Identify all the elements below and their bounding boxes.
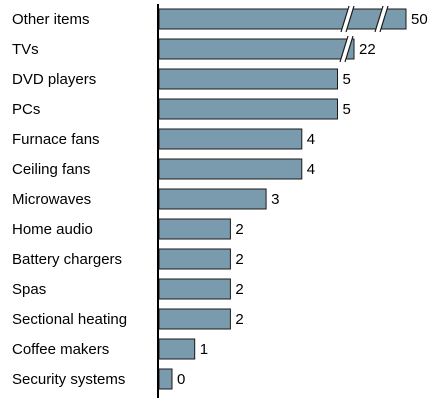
category-label-sectional-heating: Sectional heating <box>12 311 127 328</box>
axis-break-mark <box>345 5 355 33</box>
axis-break-mark <box>374 5 384 33</box>
bar-furnace-fans <box>158 128 303 150</box>
bar-sectional-heating <box>158 308 231 330</box>
value-label-dvd-players: 5 <box>343 71 351 88</box>
category-label-microwaves: Microwaves <box>12 191 91 208</box>
value-label-tvs: 22 <box>359 41 376 58</box>
value-label-battery-chargers: 2 <box>235 251 243 268</box>
axis-break-gap <box>340 36 353 62</box>
axis-break-mark <box>339 35 349 63</box>
bar-security-systems <box>158 368 173 390</box>
category-label-pcs: PCs <box>12 101 40 118</box>
value-label-coffee-makers: 1 <box>200 341 208 358</box>
value-label-pcs: 5 <box>343 101 351 118</box>
axis-break-mark <box>340 5 350 33</box>
category-label-home-audio: Home audio <box>12 221 93 238</box>
category-label-tvs: TVs <box>12 41 39 58</box>
value-label-microwaves: 3 <box>271 191 279 208</box>
bar-spas <box>158 278 231 300</box>
value-label-other-items: 50 <box>411 11 428 28</box>
bar-coffee-makers <box>158 338 196 360</box>
category-label-furnace-fans: Furnace fans <box>12 131 100 148</box>
axis-break-mark <box>379 5 389 33</box>
category-label-coffee-makers: Coffee makers <box>12 341 109 358</box>
category-label-spas: Spas <box>12 281 46 298</box>
bar-battery-chargers <box>158 248 231 270</box>
bar-pcs <box>158 98 338 120</box>
bar-other-items <box>158 8 407 30</box>
category-label-dvd-players: DVD players <box>12 71 96 88</box>
bar-microwaves <box>158 188 267 210</box>
category-label-battery-chargers: Battery chargers <box>12 251 122 268</box>
bar-ceiling-fans <box>158 158 303 180</box>
axis-break-mark <box>344 35 354 63</box>
bar-tvs <box>158 38 355 60</box>
value-label-home-audio: 2 <box>235 221 243 238</box>
category-label-security-systems: Security systems <box>12 371 125 388</box>
bar-home-audio <box>158 218 231 240</box>
value-label-security-systems: 0 <box>177 371 185 388</box>
category-label-other-items: Other items <box>12 11 90 28</box>
value-label-spas: 2 <box>235 281 243 298</box>
axis-break-gap <box>375 6 388 32</box>
axis-break-gap <box>341 6 354 32</box>
bar-dvd-players <box>158 68 338 90</box>
category-label-ceiling-fans: Ceiling fans <box>12 161 90 178</box>
value-label-furnace-fans: 4 <box>307 131 315 148</box>
value-label-ceiling-fans: 4 <box>307 161 315 178</box>
value-label-sectional-heating: 2 <box>235 311 243 328</box>
